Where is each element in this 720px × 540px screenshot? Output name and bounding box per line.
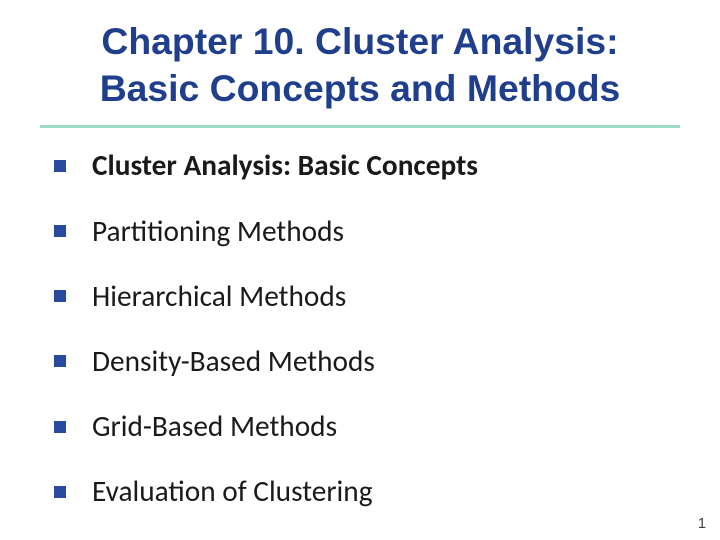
square-bullet-icon xyxy=(54,355,66,367)
list-item-label: Grid-Based Methods xyxy=(92,409,337,444)
list-item: Partitioning Methods xyxy=(48,214,672,249)
slide: Chapter 10. Cluster Analysis: Basic Conc… xyxy=(0,0,720,540)
list-item-label: Partitioning Methods xyxy=(92,214,344,249)
bullet-list: Cluster Analysis: Basic Concepts Partiti… xyxy=(40,128,680,509)
list-item: Density-Based Methods xyxy=(48,344,672,379)
title-block: Chapter 10. Cluster Analysis: Basic Conc… xyxy=(40,18,680,119)
list-item-label: Cluster Analysis: Basic Concepts xyxy=(92,148,478,183)
list-item-label: Density-Based Methods xyxy=(92,344,375,379)
list-item-label: Hierarchical Methods xyxy=(92,279,346,314)
list-item: Evaluation of Clustering xyxy=(48,474,672,509)
list-item: Hierarchical Methods xyxy=(48,279,672,314)
square-bullet-icon xyxy=(54,421,66,433)
square-bullet-icon xyxy=(54,486,66,498)
square-bullet-icon xyxy=(54,225,66,237)
slide-title: Chapter 10. Cluster Analysis: Basic Conc… xyxy=(60,18,660,111)
page-number: 1 xyxy=(698,516,706,532)
list-item-label: Evaluation of Clustering xyxy=(92,474,373,509)
list-item: Grid-Based Methods xyxy=(48,409,672,444)
square-bullet-icon xyxy=(54,290,66,302)
square-bullet-icon xyxy=(54,160,66,172)
list-item: Cluster Analysis: Basic Concepts xyxy=(48,148,672,183)
